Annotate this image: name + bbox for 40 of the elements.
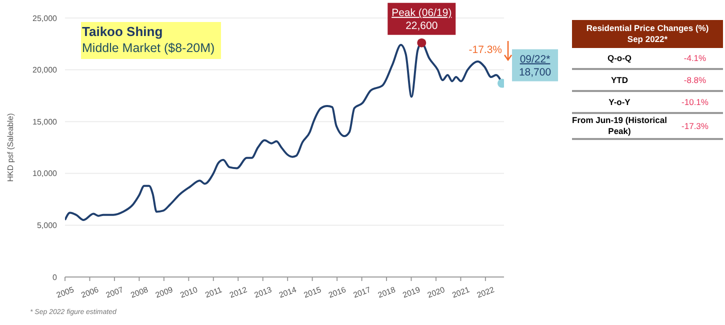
text: Residential Price Changes (%): [585, 23, 710, 34]
x-tick-label: 2022: [476, 285, 496, 300]
x-tick-label: 2008: [129, 285, 150, 300]
x-tick-label: 2009: [154, 285, 175, 300]
y-tick-label: 15,000: [32, 117, 58, 126]
annotation: Peak (06/19) 22,600: [392, 6, 452, 32]
annotation: -17.3%: [468, 44, 502, 56]
x-tick-label: 2007: [104, 285, 126, 300]
category-label: Q-o-Q: [606, 52, 633, 64]
text: -4.1%: [684, 53, 706, 63]
x-tick-label: 2021: [450, 285, 472, 300]
x-tick-label: 2014: [278, 285, 298, 300]
category-label: Y-o-Y: [608, 96, 632, 108]
x-tick-label: 2016: [327, 285, 348, 300]
x-tick-label: 2017: [352, 285, 372, 300]
category-label: YTD: [610, 74, 629, 86]
category-label: From Jun-19 (Historical Peak): [572, 114, 667, 138]
x-tick-label: 2011: [204, 285, 224, 300]
x-tick-label: 2018: [376, 285, 398, 300]
y-tick-label: 10,000: [32, 169, 58, 178]
x-tick-label: 2019: [402, 285, 422, 300]
annotation: 09/22* 18,700: [518, 53, 552, 78]
x-tick-label: 2006: [80, 285, 100, 300]
text: Taikoo Shing: [82, 24, 164, 40]
y-tick-label: 25,000: [32, 14, 58, 23]
y-tick-label: 20,000: [32, 66, 58, 75]
x-tick-label: 2013: [253, 285, 274, 300]
text: Middle Market ($8-20M): [82, 40, 215, 56]
x-tick-label: 2012: [228, 285, 249, 300]
text: -10.1%: [682, 97, 708, 107]
y-tick-label: 0: [52, 272, 58, 282]
x-tick-label: 2020: [426, 285, 447, 300]
y-axis-title: HKD psf (Saleable): [6, 112, 15, 182]
text: -17.3%: [682, 121, 708, 131]
text: Sep 2022*: [626, 34, 669, 45]
x-tick-label: 2010: [178, 285, 200, 300]
y-tick-label: 5,000: [36, 221, 58, 230]
text: -8.8%: [684, 75, 706, 85]
x-tick-label: 2015: [302, 285, 323, 300]
x-tick-label: 2005: [55, 285, 76, 300]
